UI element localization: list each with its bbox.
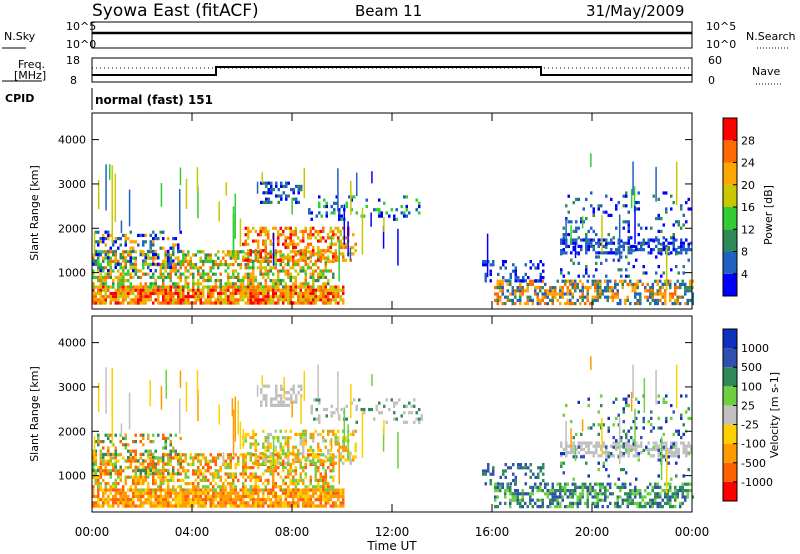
colorbar-tick-label: 500 bbox=[741, 361, 762, 374]
y-tick-label: 3000 bbox=[58, 381, 86, 394]
y-tick-label: 3000 bbox=[58, 178, 86, 191]
colorbar-tick-label: 8 bbox=[741, 246, 748, 259]
colorbar-segment bbox=[723, 424, 737, 444]
y-tick-label: 4000 bbox=[58, 337, 86, 350]
nave-label: Nave bbox=[752, 65, 780, 78]
y-tick-label: 2000 bbox=[58, 425, 86, 438]
colorbar-tick-label: 25 bbox=[741, 399, 755, 412]
colorbar-segment bbox=[723, 329, 737, 349]
colorbar-tick-label: 16 bbox=[741, 201, 755, 214]
nsky-tick-bottom: 10^0 bbox=[66, 38, 96, 51]
colorbar-tick-label: 100 bbox=[741, 380, 762, 393]
x-tick-label: 04:00 bbox=[175, 525, 210, 539]
x-tick-label: 16:00 bbox=[475, 525, 510, 539]
colorbar-segment bbox=[723, 386, 737, 406]
colorbar-segment bbox=[723, 405, 737, 425]
colorbar-segment bbox=[723, 251, 737, 274]
y-tick-label: 1000 bbox=[58, 470, 86, 483]
nave-tick-top: 60 bbox=[708, 54, 722, 67]
power-ylabel: Slant Range [km] bbox=[28, 165, 41, 261]
velocity-cells bbox=[92, 356, 694, 509]
y-tick-label: 2000 bbox=[58, 222, 86, 235]
velocity-colorbar: -1000 -500 -100 -25 25 100 500 1000 bbox=[722, 328, 773, 502]
colorbar-tick-label: 20 bbox=[741, 179, 755, 192]
colorbar-segment bbox=[723, 273, 737, 296]
colorbar-segment bbox=[723, 229, 737, 252]
colorbar-tick-label: 1000 bbox=[741, 342, 769, 355]
time-axis: 00:00 04:00 08:00 12:00 16:00 20:00 00:00 bbox=[75, 525, 710, 539]
colorbar-segment bbox=[723, 462, 737, 482]
nsearch-tick-bottom: 10^0 bbox=[706, 38, 736, 51]
power-cells bbox=[92, 153, 694, 306]
nsearch-label: N.Search bbox=[746, 30, 796, 43]
nsearch-tick-top: 10^5 bbox=[706, 20, 736, 33]
colorbar-segment bbox=[723, 367, 737, 387]
power-cbar-label: Power [dB] bbox=[762, 185, 775, 245]
cpid-panel: CPID normal (fast) 151 bbox=[5, 88, 213, 110]
cpid-label: CPID bbox=[5, 92, 34, 105]
nave-tick-bottom: 0 bbox=[708, 74, 715, 87]
colorbar-segment bbox=[723, 162, 737, 185]
colorbar-tick-label: -500 bbox=[741, 457, 766, 470]
freq-tick-top: 18 bbox=[66, 54, 80, 67]
power-colorbar: 4 8 12 16 20 24 28 bbox=[722, 117, 755, 297]
freq-label-2: [MHz] bbox=[14, 69, 46, 82]
x-tick-label: 12:00 bbox=[375, 525, 410, 539]
x-tick-label: 00:00 bbox=[75, 525, 110, 539]
cpid-program: normal (fast) 151 bbox=[95, 93, 213, 107]
x-tick-label: 20:00 bbox=[575, 525, 610, 539]
power-panel: 1000 2000 3000 4000 Slant Range [km] 4 8 12 16… bbox=[28, 112, 775, 310]
velocity-ylabel: Slant Range [km] bbox=[28, 366, 41, 462]
beam-title: Beam 11 bbox=[355, 2, 422, 20]
x-tick-label: 08:00 bbox=[275, 525, 310, 539]
time-axis-label: Time UT bbox=[366, 539, 417, 553]
nsky-label: N.Sky bbox=[4, 30, 36, 43]
colorbar-tick-label: 24 bbox=[741, 157, 755, 170]
colorbar-tick-label: -25 bbox=[741, 419, 759, 432]
y-tick-label: 1000 bbox=[58, 267, 86, 280]
colorbar-tick-label: 28 bbox=[741, 134, 755, 147]
station-title: Syowa East (fitACF) bbox=[92, 1, 259, 21]
nsky-panel: N.Sky 10^5 10^0 N.Search 10^5 10^0 bbox=[2, 20, 796, 51]
colorbar-frame bbox=[722, 328, 738, 502]
colorbar-segment bbox=[723, 348, 737, 368]
colorbar-segment bbox=[723, 184, 737, 207]
power-axes: 1000 2000 3000 4000 bbox=[58, 113, 693, 309]
date-title: 31/May/2009 bbox=[586, 2, 684, 20]
colorbar-tick-label: -1000 bbox=[741, 476, 773, 489]
freq-label-1: Freq. bbox=[18, 58, 45, 71]
colorbar-segment bbox=[723, 443, 737, 463]
freq-panel: Freq. [MHz] 18 8 60 0 Nave bbox=[2, 54, 782, 87]
colorbar-segment bbox=[723, 140, 737, 163]
y-tick-label: 4000 bbox=[58, 134, 86, 147]
colorbar-segment bbox=[723, 481, 737, 501]
freq-tick-bottom: 8 bbox=[70, 74, 77, 87]
colorbar-tick-label: -100 bbox=[741, 438, 766, 451]
colorbar-segment bbox=[723, 207, 737, 230]
nsky-tick-top: 10^5 bbox=[66, 20, 96, 33]
x-tick-label: 00:00 bbox=[675, 525, 710, 539]
colorbar-tick-label: 12 bbox=[741, 223, 755, 236]
colorbar-segment bbox=[723, 118, 737, 141]
velocity-cbar-label: Velocity [m s-1] bbox=[768, 372, 781, 458]
velocity-axes: 1000 2000 3000 4000 bbox=[58, 316, 693, 512]
colorbar-tick-label: 4 bbox=[741, 268, 748, 281]
